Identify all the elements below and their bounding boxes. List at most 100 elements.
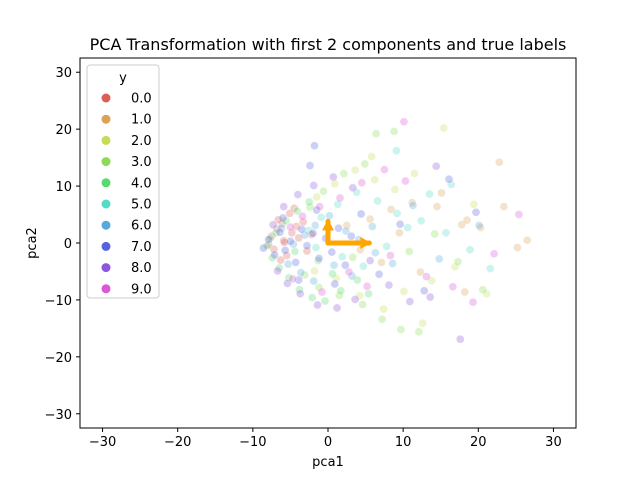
scatter-point-class-2-0 bbox=[350, 165, 360, 175]
scatter-point-class-8-0 bbox=[328, 172, 338, 182]
scatter-point-class-4-0 bbox=[292, 206, 302, 216]
y-tick-label: 30 bbox=[55, 66, 72, 81]
scatter-point-class-9-0 bbox=[298, 211, 307, 221]
legend-title: y bbox=[119, 71, 127, 86]
scatter-point-class-1-0 bbox=[395, 228, 404, 238]
scatter-point-class-8-0 bbox=[455, 334, 465, 344]
scatter-point-class-7-0 bbox=[280, 246, 290, 255]
scatter-point-class-8-0 bbox=[309, 181, 319, 190]
y-tick-label: −30 bbox=[45, 408, 72, 423]
scatter-point-class-2-0 bbox=[469, 200, 479, 209]
y-tick-label: 0 bbox=[64, 237, 72, 252]
legend-marker bbox=[101, 157, 111, 167]
scatter-point-class-5-0 bbox=[316, 213, 326, 222]
scatter-point-class-7-0 bbox=[327, 247, 337, 257]
scatter-point-class-7-0 bbox=[419, 286, 429, 296]
scatter-point-class-2-0 bbox=[310, 266, 319, 276]
scatter-point-class-3-0 bbox=[358, 300, 367, 309]
scatter-point-class-6-0 bbox=[474, 221, 484, 230]
scatter-point-class-7-0 bbox=[444, 174, 454, 184]
scatter-point-class-7-0 bbox=[302, 241, 312, 251]
scatter-point-class-9-0 bbox=[288, 274, 298, 284]
legend: y 0.0 1.0 2.0 3.0 4.0 5.0 6.0 7.0 8.0 9.0 bbox=[86, 64, 160, 299]
scatter-point-class-7-0 bbox=[312, 205, 322, 215]
scatter-point-class-6-0 bbox=[434, 254, 444, 264]
scatter-point-class-4-0 bbox=[328, 269, 337, 279]
scatter-point-class-8-0 bbox=[348, 183, 358, 193]
scatter-point-class-2-0 bbox=[330, 179, 340, 189]
scatter-point-class-9-0 bbox=[362, 281, 372, 291]
legend-marker bbox=[101, 93, 111, 103]
scatter-point-class-8-0 bbox=[295, 289, 305, 299]
x-tick-label: −10 bbox=[239, 435, 266, 450]
scatter-point-class-2-0 bbox=[370, 175, 379, 185]
scatter-point-class-1-0 bbox=[522, 235, 532, 245]
scatter-point-class-8-0 bbox=[273, 266, 282, 276]
scatter-point-class-4-0 bbox=[320, 296, 330, 306]
scatter-point-class-9-0 bbox=[344, 267, 354, 277]
legend-label: 7.0 bbox=[131, 240, 152, 255]
scatter-point-class-6-0 bbox=[388, 259, 397, 268]
scatter-point-class-7-0 bbox=[356, 209, 366, 219]
scatter-point-class-5-0 bbox=[446, 180, 456, 189]
scatter-point-class-8-0 bbox=[425, 292, 435, 302]
scatter-point-class-3-0 bbox=[389, 127, 399, 136]
scatter-point-class-3-0 bbox=[478, 285, 488, 295]
component-arrow-head-1 bbox=[360, 237, 372, 249]
scatter-point-class-1-0 bbox=[377, 258, 386, 267]
scatter-point-class-5-0 bbox=[425, 189, 434, 199]
scatter-point-class-7-0 bbox=[275, 227, 285, 237]
legend-marker bbox=[101, 220, 111, 230]
scatter-point-class-1-0 bbox=[416, 267, 425, 277]
scatter-point-class-6-0 bbox=[408, 201, 418, 210]
scatter-point-class-7-0 bbox=[270, 250, 279, 260]
scatter-point-class-0-0 bbox=[274, 215, 283, 224]
chart-title: PCA Transformation with first 2 componen… bbox=[90, 35, 567, 54]
scatter-point-class-3-0 bbox=[334, 291, 344, 300]
points-layer bbox=[259, 117, 532, 344]
scatter-point-class-2-0 bbox=[410, 169, 419, 178]
scatter-point-class-7-0 bbox=[310, 141, 319, 150]
scatter-point-class-5-0 bbox=[358, 261, 368, 271]
scatter-point-class-2-0 bbox=[439, 123, 449, 133]
scatter-point-class-7-0 bbox=[286, 237, 295, 246]
scatter-point-class-5-0 bbox=[485, 264, 495, 273]
scatter-point-class-3-0 bbox=[371, 129, 381, 138]
scatter-point-class-3-0 bbox=[314, 283, 324, 292]
legend-marker bbox=[101, 263, 111, 273]
scatter-point-class-3-0 bbox=[360, 159, 370, 169]
scatter-point-class-5-0 bbox=[311, 243, 321, 252]
legend-marker bbox=[101, 114, 111, 124]
x-tick-label: 30 bbox=[545, 435, 562, 450]
x-axis-label: pca1 bbox=[312, 455, 344, 470]
scatter-point-class-1-0 bbox=[365, 214, 375, 224]
scatter-point-class-9-0 bbox=[317, 287, 327, 297]
scatter-point-class-6-0 bbox=[310, 221, 320, 230]
scatter-point-class-7-0 bbox=[305, 161, 315, 170]
scatter-point-class-6-0 bbox=[367, 222, 377, 231]
scatter-point-class-9-0 bbox=[315, 202, 325, 211]
scatter-point-class-0-0 bbox=[264, 240, 273, 249]
scatter-point-class-1-0 bbox=[494, 157, 504, 167]
scatter-point-class-8-0 bbox=[405, 297, 415, 306]
legend-label: 5.0 bbox=[131, 198, 152, 213]
scatter-point-class-9-0 bbox=[380, 165, 389, 174]
legend-marker bbox=[101, 135, 111, 145]
legend-label: 0.0 bbox=[131, 92, 152, 107]
scatter-point-class-0-0 bbox=[282, 251, 292, 260]
scatter-point-class-5-0 bbox=[373, 196, 382, 206]
x-tick-label: 20 bbox=[470, 435, 487, 450]
scatter-point-class-9-0 bbox=[286, 222, 295, 232]
scatter-point-class-8-0 bbox=[313, 300, 322, 310]
scatter-point-class-3-0 bbox=[414, 327, 424, 337]
scatter-point-class-4-0 bbox=[313, 256, 323, 265]
scatter-point-class-6-0 bbox=[283, 259, 293, 269]
scatter-point-class-7-0 bbox=[334, 223, 343, 233]
scatter-point-class-7-0 bbox=[264, 235, 273, 244]
scatter-point-class-8-0 bbox=[431, 161, 441, 171]
scatter-point-class-7-0 bbox=[330, 279, 340, 289]
scatter-point-class-5-0 bbox=[392, 146, 401, 156]
scatter-point-class-9-0 bbox=[514, 210, 524, 219]
scatter-point-class-3-0 bbox=[396, 325, 406, 334]
legend-label: 9.0 bbox=[131, 282, 152, 297]
